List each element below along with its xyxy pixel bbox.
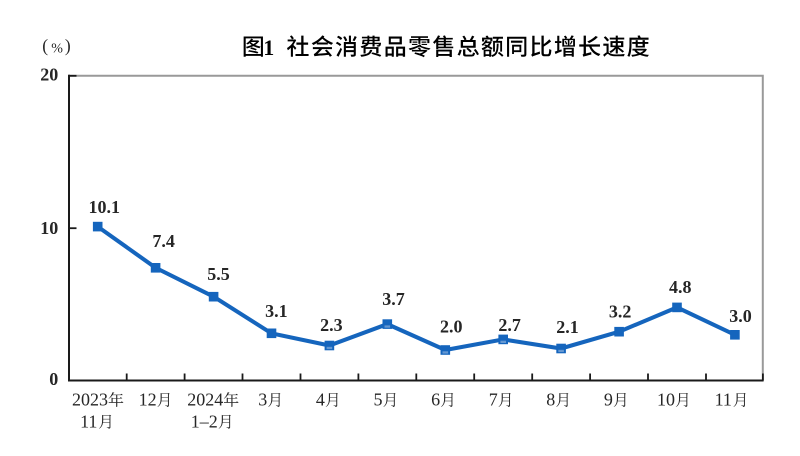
svg-text:3.7: 3.7 [382, 289, 405, 309]
svg-text:4: 4 [316, 390, 325, 410]
svg-text:11: 11 [715, 390, 732, 410]
svg-text:2.7: 2.7 [498, 315, 521, 335]
svg-text:10: 10 [40, 218, 58, 238]
svg-text:1–2: 1–2 [191, 412, 218, 432]
svg-text:3.1: 3.1 [265, 301, 288, 321]
svg-text:2.3: 2.3 [320, 315, 343, 335]
svg-text:5.5: 5.5 [207, 264, 230, 284]
svg-text:3.2: 3.2 [609, 301, 632, 321]
svg-text:2024: 2024 [187, 390, 223, 410]
svg-text:20: 20 [40, 65, 58, 85]
svg-text:8: 8 [546, 390, 555, 410]
svg-text:3.0: 3.0 [729, 306, 752, 326]
svg-text:3: 3 [258, 390, 267, 410]
svg-text:7.4: 7.4 [152, 231, 175, 251]
svg-text:0: 0 [49, 369, 58, 389]
svg-text:11: 11 [80, 412, 97, 432]
svg-text:2.0: 2.0 [440, 317, 463, 337]
svg-text:2023: 2023 [72, 390, 108, 410]
svg-text:12: 12 [139, 390, 157, 410]
svg-text:2.1: 2.1 [556, 317, 579, 337]
svg-text:%: % [51, 42, 63, 57]
svg-text:7: 7 [489, 390, 498, 410]
svg-text:9: 9 [604, 390, 613, 410]
svg-text:): ) [65, 36, 71, 56]
svg-text:6: 6 [431, 390, 440, 410]
svg-text:10.1: 10.1 [89, 197, 121, 217]
svg-text:(: ( [42, 36, 48, 56]
svg-text:10: 10 [657, 390, 675, 410]
svg-text:5: 5 [374, 390, 383, 410]
svg-text:1: 1 [263, 35, 274, 60]
svg-text:4.8: 4.8 [669, 277, 692, 297]
